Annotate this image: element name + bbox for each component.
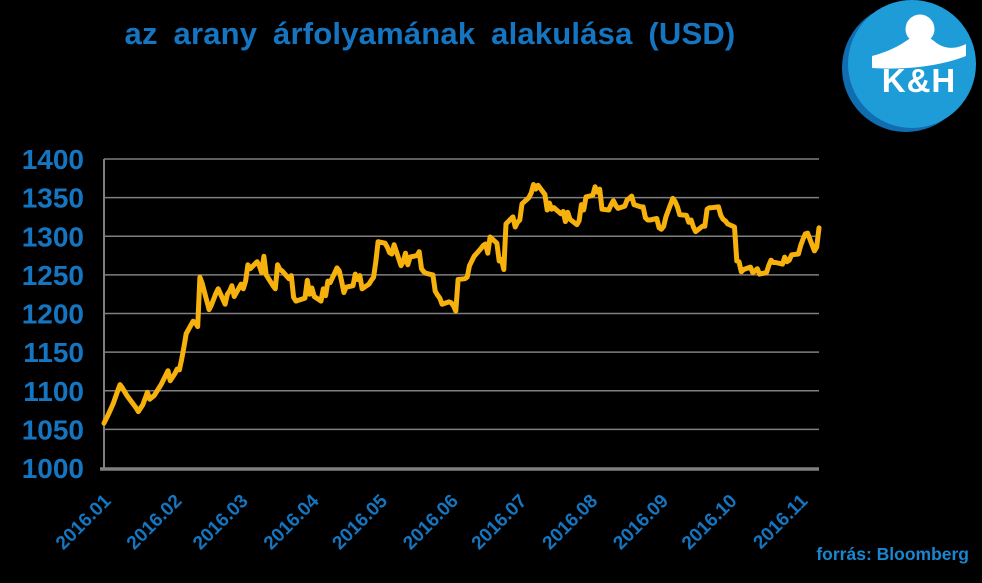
y-axis-label: 1150 <box>23 337 84 368</box>
kh-bank-logo: K&H <box>842 0 976 132</box>
y-axis-label: 1300 <box>22 221 84 252</box>
x-axis-label: 2016.03 <box>189 491 252 554</box>
logo-wordmark: K&H <box>882 62 957 99</box>
chart-title: az arany árfolyamának alakulása (USD) <box>124 16 736 51</box>
x-axis-label: 2016.04 <box>260 490 324 554</box>
person-head-icon <box>905 14 935 44</box>
x-axis-label: 2016.07 <box>468 491 531 554</box>
x-axis-label: 2016.10 <box>678 491 741 554</box>
x-axis-label: 2016.06 <box>399 491 462 554</box>
y-axis-label: 1400 <box>22 144 84 175</box>
y-axis-label: 1350 <box>22 183 84 214</box>
y-axis-label: 1000 <box>22 453 84 484</box>
x-axis-label: 2016.02 <box>123 491 186 554</box>
price-line <box>101 182 822 426</box>
y-axis-label: 1250 <box>22 260 84 291</box>
person-body-icon <box>872 36 966 69</box>
x-axis-label: 2016.08 <box>539 491 602 554</box>
y-axis-label: 1200 <box>22 299 84 330</box>
y-axis-label: 1050 <box>22 414 84 445</box>
y-axis-label: 1100 <box>23 376 84 407</box>
x-axis-label: 2016.05 <box>329 490 393 554</box>
x-axis-label: 2016.01 <box>52 490 116 554</box>
x-axis-label: 2016.09 <box>609 491 672 554</box>
source-caption: forrás: Bloomberg <box>816 544 969 564</box>
x-axis-label: 2016.11 <box>750 490 813 553</box>
